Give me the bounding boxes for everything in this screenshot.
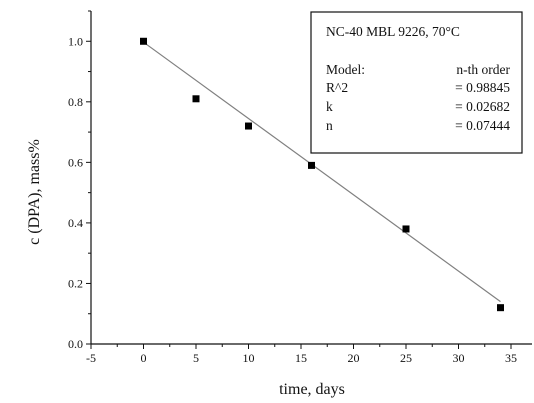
data-point <box>497 304 504 312</box>
data-point <box>192 95 200 103</box>
x-tick-label: 10 <box>243 351 255 365</box>
legend-row-r2-value: = 0.98845 <box>455 80 510 95</box>
x-tick-label: 0 <box>141 351 147 365</box>
ticks: -5 0 5 10 15 20 25 30 35 0.0 0.2 0.4 0.6 0.8 1.0 <box>68 10 517 365</box>
data-point <box>245 122 252 130</box>
y-tick-label: 0.2 <box>68 276 83 290</box>
x-tick-label: 5 <box>193 351 199 365</box>
legend-row-n-value: = 0.07444 <box>455 118 510 133</box>
fit-line-group <box>143 41 501 303</box>
x-axis-title: time, days <box>279 381 345 398</box>
y-tick-label: 0.6 <box>68 155 83 169</box>
x-tick-label: 35 <box>505 351 517 365</box>
y-tick-label: 0.0 <box>68 337 83 351</box>
legend-row-r2-label: R^2 <box>326 80 348 95</box>
y-axis-title: c (DPA), mass% <box>26 139 43 245</box>
data-point <box>308 161 315 169</box>
y-tick-label: 1.0 <box>68 34 83 48</box>
x-tick-label: 25 <box>400 351 412 365</box>
legend-row-k-value: = 0.02682 <box>455 99 510 114</box>
y-tick-label: 0.4 <box>68 216 83 230</box>
x-tick-label: 20 <box>348 351 360 365</box>
legend-row-k-label: k <box>326 99 333 114</box>
x-tick-label: 30 <box>453 351 465 365</box>
x-tick-label: 15 <box>295 351 307 365</box>
data-points <box>140 37 504 312</box>
fit-line <box>143 41 501 303</box>
x-tick-label: -5 <box>86 351 96 365</box>
data-point <box>402 225 410 233</box>
legend-row-model-value: n-th order <box>456 62 510 77</box>
legend-row-model-label: Model: <box>326 62 365 77</box>
data-point <box>140 37 147 45</box>
legend-title: NC-40 MBL 9226, 70°C <box>326 24 460 39</box>
legend: NC-40 MBL 9226, 70°C Model: n-th order R… <box>310 11 523 154</box>
legend-box <box>310 11 523 154</box>
legend-row-n-label: n <box>326 118 333 133</box>
y-tick-label: 0.8 <box>68 95 83 109</box>
